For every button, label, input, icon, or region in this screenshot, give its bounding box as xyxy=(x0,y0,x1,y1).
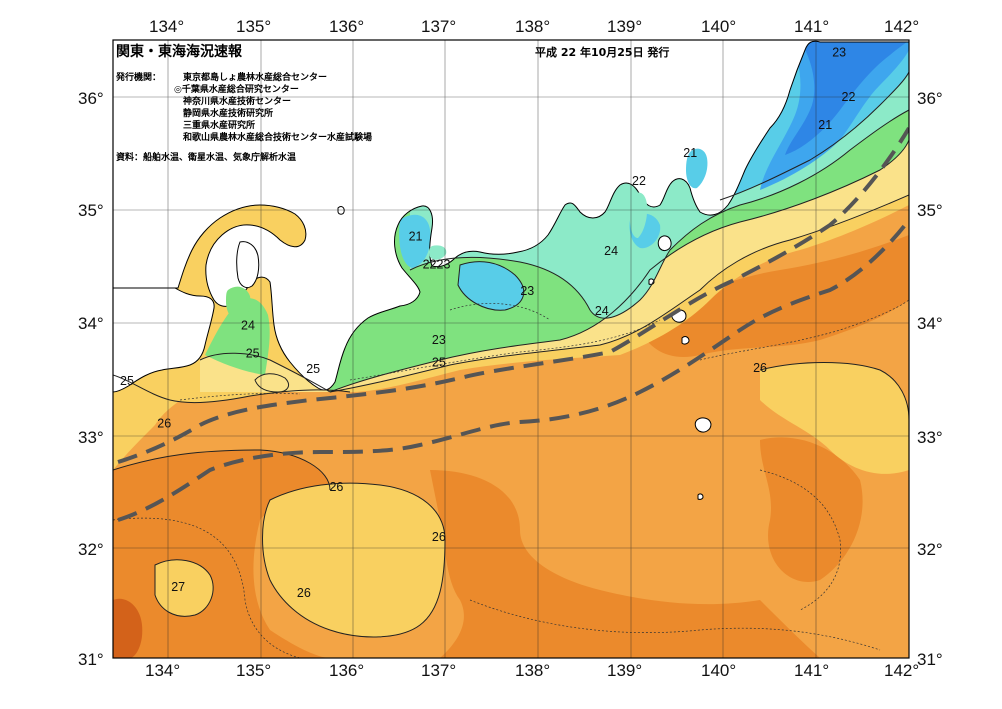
lon-label: 136° xyxy=(329,661,364,680)
island-small xyxy=(337,206,345,215)
lon-label: 134° xyxy=(145,661,180,680)
lon-label: 140° xyxy=(701,17,736,36)
lat-label: 36° xyxy=(78,89,104,108)
agency-item: 東京都島しょ農林水産総合センター xyxy=(183,71,327,83)
lon-label: 141° xyxy=(794,661,829,680)
isotherm-label: 23 xyxy=(520,284,534,298)
isotherm-label: 25 xyxy=(246,346,260,360)
isotherm-label: 21 xyxy=(683,146,697,160)
sea-zone-26-light xyxy=(262,483,445,637)
isotherm-label: 25 xyxy=(432,355,446,369)
isotherm-label: 23 xyxy=(832,46,846,60)
lat-label: 32° xyxy=(917,540,943,559)
sea-zone-23 xyxy=(205,298,270,375)
isotherm-label: 22 xyxy=(423,257,437,271)
isotherm-dotted xyxy=(113,299,909,658)
kii-island xyxy=(236,241,260,289)
longitude-labels-top: 134° 135° 136° 137° 138° 139° 140° 141° … xyxy=(149,17,919,36)
latitude-labels-left: 36° 35° 34° 33° 32° 31° xyxy=(78,89,104,669)
lat-label: 36° xyxy=(917,89,943,108)
kuroshio-paths xyxy=(117,126,909,522)
isotherm-label: 24 xyxy=(241,319,255,333)
sea-zone-27 xyxy=(760,437,863,582)
land-shikoku xyxy=(113,287,215,393)
lon-label: 135° xyxy=(236,661,271,680)
tokyo-bay xyxy=(686,148,708,189)
data-sources: 資料：船舶水温、衛星水温、気象庁解析水温 xyxy=(116,151,296,163)
lon-label: 134° xyxy=(149,17,184,36)
agency-item: 静岡県水産技術研究所 xyxy=(183,107,273,119)
agency-item: 三重県水産研究所 xyxy=(183,119,255,131)
agency-item: 和歌山県農林水産総合技術センター水産試験場 xyxy=(182,131,372,143)
latitude-labels-right: 36° 35° 34° 33° 32° 31° xyxy=(917,89,943,669)
agencies-label: 発行機関： xyxy=(115,71,161,83)
lat-label: 34° xyxy=(917,314,943,333)
graticule xyxy=(113,40,909,658)
lat-label: 35° xyxy=(78,201,104,220)
lat-label: 35° xyxy=(917,201,943,220)
agency-item: ◎千葉県水産総合研究センター xyxy=(174,83,299,95)
isotherm-label: 22 xyxy=(842,90,856,104)
isotherm-label: 26 xyxy=(329,480,343,494)
island-niijima xyxy=(681,336,690,345)
lon-label: 137° xyxy=(421,661,456,680)
island-hachijo xyxy=(697,493,704,500)
island-miyake xyxy=(694,417,712,433)
isotherm-label: 25 xyxy=(306,362,320,376)
lon-label: 136° xyxy=(329,17,364,36)
lon-label: 139° xyxy=(607,661,642,680)
isotherm-lines xyxy=(113,71,909,638)
isotherm-label: 24 xyxy=(604,244,618,258)
isotherm-label: 23 xyxy=(437,257,451,271)
lon-label: 137° xyxy=(421,17,456,36)
isotherm-label: 26 xyxy=(157,417,171,431)
sea-zone-25 xyxy=(113,375,180,470)
lon-label: 142° xyxy=(884,661,919,680)
sea-zone-26-light xyxy=(155,559,214,617)
lon-label: 138° xyxy=(515,661,550,680)
island-oshima xyxy=(657,235,672,251)
isotherm-label: 26 xyxy=(432,530,446,544)
lon-label: 139° xyxy=(607,17,642,36)
isotherm-label: 26 xyxy=(297,586,311,600)
sea-zone-26-light xyxy=(760,362,909,474)
isotherm-label: 25 xyxy=(120,374,134,388)
land-honshu xyxy=(113,40,909,391)
isotherm-label: 21 xyxy=(409,229,423,243)
lat-label: 33° xyxy=(917,428,943,447)
lat-label: 31° xyxy=(78,650,104,669)
ise-bay xyxy=(401,220,426,260)
isotherm-label: 21 xyxy=(818,118,832,132)
agency-list: 東京都島しょ農林水産総合センター ◎千葉県水産総合研究センター 神奈川県水産技術… xyxy=(174,71,372,143)
lon-label: 135° xyxy=(236,17,271,36)
lon-label: 142° xyxy=(884,17,919,36)
mikawa-bay xyxy=(428,245,447,260)
lat-label: 32° xyxy=(78,540,104,559)
isotherm-label: 26 xyxy=(753,361,767,375)
isotherm-label: 22 xyxy=(632,174,646,188)
agency-item: 神奈川県水産技術センター xyxy=(183,95,291,107)
lon-label: 140° xyxy=(701,661,736,680)
map-title: 関東・東海海況速報 xyxy=(116,43,243,60)
isotherm-label: 23 xyxy=(432,333,446,347)
isotherm-label: 27 xyxy=(171,580,185,594)
isotherm-label: 24 xyxy=(595,304,609,318)
lon-label: 138° xyxy=(515,17,550,36)
osaka-bay xyxy=(226,286,251,322)
lon-label: 141° xyxy=(794,17,829,36)
sea-zone-21 xyxy=(458,261,524,311)
issue-date: 平成 22 年10月25日 発行 xyxy=(535,45,669,59)
map-body xyxy=(113,40,909,658)
lat-label: 34° xyxy=(78,314,104,333)
lat-label: 31° xyxy=(917,650,943,669)
sea-zone-28 xyxy=(113,598,143,658)
suruga-bay xyxy=(629,192,648,238)
longitude-labels-bottom: 134° 135° 136° 137° 138° 139° 140° 141° … xyxy=(145,661,919,680)
sea-zone-27 xyxy=(640,235,909,358)
map-frame xyxy=(112,39,910,659)
sea-zone-27 xyxy=(430,470,820,658)
lat-label: 33° xyxy=(78,428,104,447)
